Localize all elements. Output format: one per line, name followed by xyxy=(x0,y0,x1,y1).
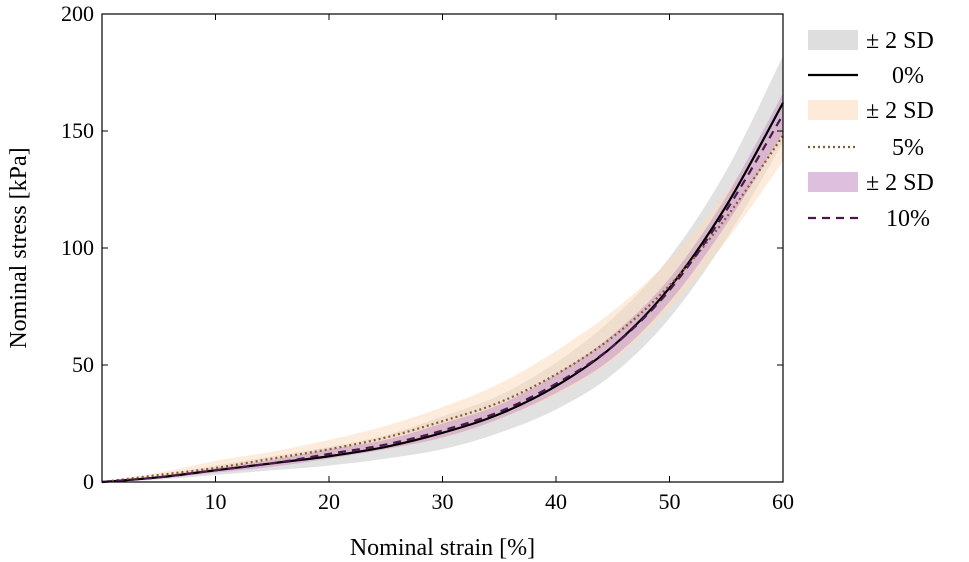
legend-band-label: ± 2 SD xyxy=(866,98,934,124)
y-axis-ticks: 0 50 100 150 200 xyxy=(61,1,783,494)
legend-band-swatch xyxy=(808,100,858,120)
y-tick-label: 100 xyxy=(61,235,94,260)
x-tick-label: 60 xyxy=(772,489,794,514)
x-tick-label: 20 xyxy=(318,489,340,514)
band-series-2 xyxy=(102,93,783,482)
legend-band-swatch xyxy=(808,30,858,50)
x-tick-label: 50 xyxy=(659,489,681,514)
y-axis-label: Nominal stress [kPa] xyxy=(6,147,32,348)
y-tick-label: 150 xyxy=(61,118,94,143)
y-tick-label: 0 xyxy=(83,469,94,494)
y-tick-label: 50 xyxy=(72,352,94,377)
legend-band-label: ± 2 SD xyxy=(866,28,934,54)
line-series-1 xyxy=(101,135,784,484)
confidence-bands xyxy=(102,56,783,483)
x-axis-label: Nominal strain [%] xyxy=(350,535,535,561)
series-lines xyxy=(101,102,784,484)
line-series-2 xyxy=(101,114,784,484)
legend-band-label: ± 2 SD xyxy=(866,170,934,196)
x-axis-ticks: 10 20 30 40 50 60 xyxy=(205,14,794,514)
band-series-1 xyxy=(102,114,783,483)
legend: ± 2 SD 0% ± 2 SD 5% ± 2 SD 10% xyxy=(808,28,934,232)
legend-series-label: 5% xyxy=(892,135,924,161)
legend-band-swatch xyxy=(808,172,858,192)
x-tick-label: 40 xyxy=(545,489,567,514)
y-tick-label: 200 xyxy=(61,1,94,26)
x-tick-label: 30 xyxy=(432,489,454,514)
x-tick-label: 10 xyxy=(205,489,227,514)
legend-series-label: 0% xyxy=(892,63,924,89)
legend-series-label: 10% xyxy=(886,206,930,232)
